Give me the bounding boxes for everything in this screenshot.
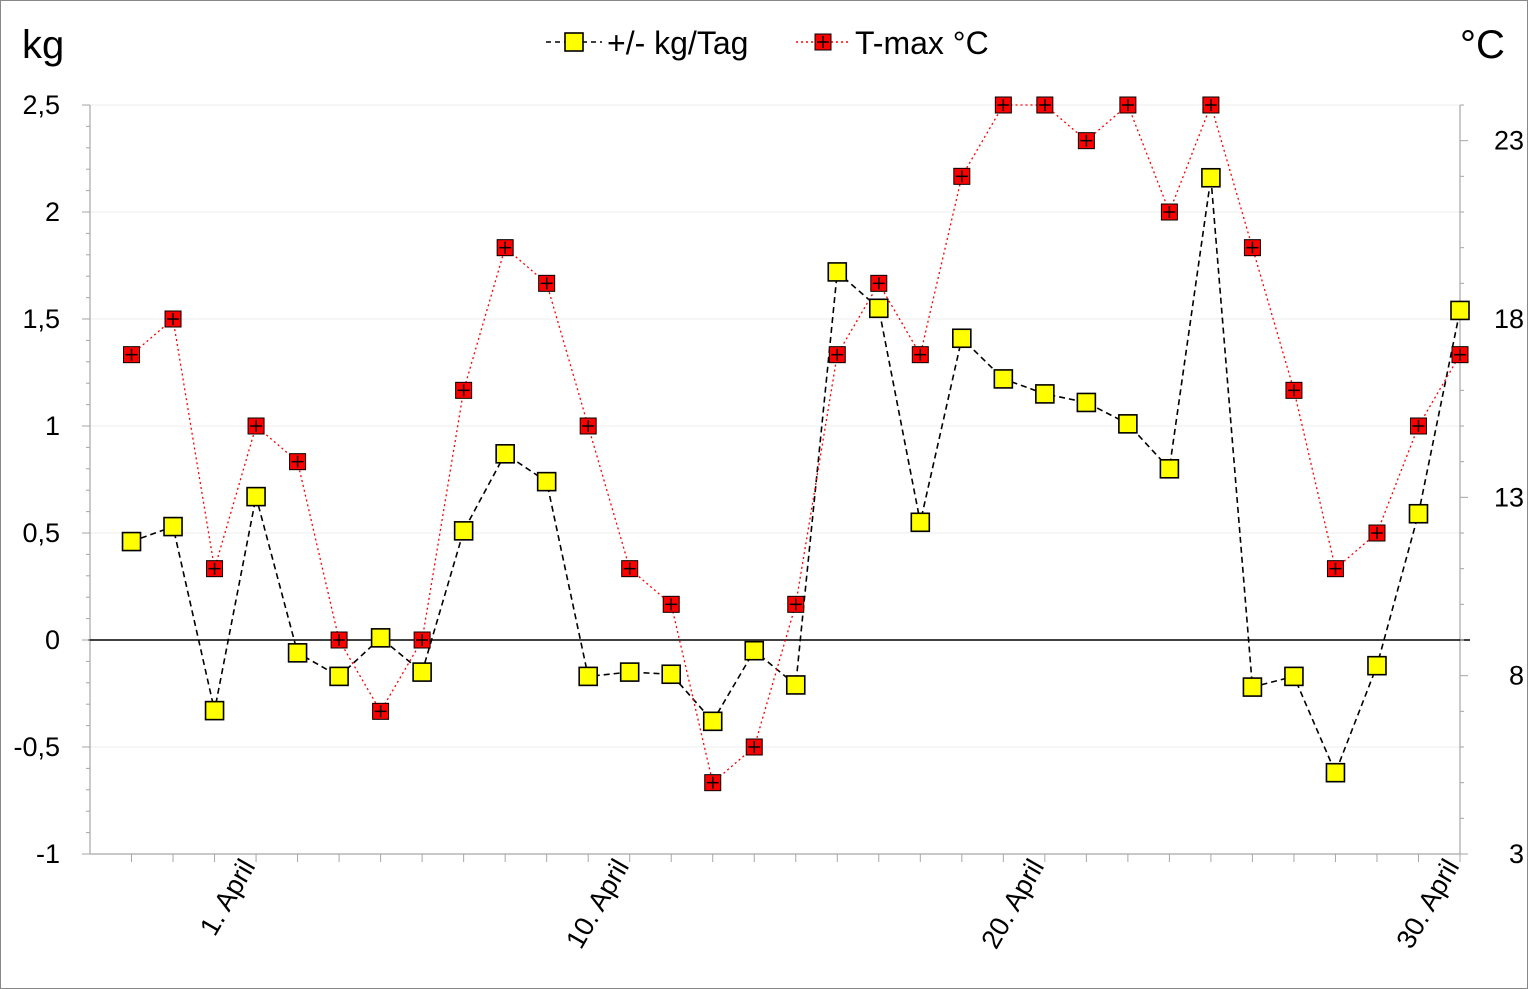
legend-kg-label: +/- kg/Tag	[607, 25, 748, 61]
temp-point	[1243, 239, 1261, 257]
temp-point	[247, 417, 265, 435]
series-temp-line	[131, 102, 1461, 784]
temp-point	[330, 631, 348, 649]
left-tick-label: -0,5	[13, 732, 60, 762]
left-tick-label: 0	[45, 625, 60, 655]
temp-point	[123, 346, 141, 364]
temp-point	[994, 96, 1012, 114]
left-tick-label: 2,5	[22, 90, 60, 120]
temp-point	[870, 274, 888, 292]
left-tick-label: 1	[45, 411, 60, 441]
kg-point	[1201, 167, 1221, 188]
right-tick-label: 23	[1494, 126, 1524, 156]
right-tick-label: 18	[1494, 304, 1524, 334]
left-tick-label: 0,5	[22, 518, 60, 548]
series-layer	[121, 96, 1470, 792]
temp-point	[289, 453, 307, 471]
temp-point	[538, 274, 556, 292]
kg-point	[702, 711, 723, 732]
x-tick-label: 1. April	[194, 854, 261, 940]
temp-point	[1036, 96, 1054, 114]
kg-point	[827, 262, 848, 282]
kg-point	[785, 675, 806, 695]
legend-temp-label: T-max °C	[855, 25, 989, 61]
kg-point	[121, 531, 142, 552]
kg-point	[1284, 666, 1304, 687]
kg-point	[910, 512, 931, 533]
kg-point	[1367, 655, 1387, 676]
temp-point	[662, 595, 680, 613]
kg-point	[1450, 300, 1470, 321]
kg-point	[329, 666, 349, 687]
temp-point	[745, 738, 763, 756]
left-tick-label: -1	[36, 839, 60, 869]
kg-point	[744, 640, 765, 661]
left-tick-label: 2	[45, 197, 60, 227]
left-axis-unit: kg	[22, 23, 64, 67]
kg-point	[163, 516, 183, 537]
temp-point	[206, 560, 224, 578]
kg-point	[1035, 384, 1055, 404]
x-tick-label: 20. April	[975, 854, 1050, 953]
kg-point	[1408, 503, 1429, 524]
temp-point	[704, 774, 722, 792]
kg-point	[1325, 762, 1346, 783]
kg-point	[868, 298, 889, 319]
kg-point	[1076, 392, 1097, 413]
kg-point	[1118, 414, 1138, 434]
x-tick-label: 10. April	[560, 854, 635, 953]
legend: +/- kg/Tag T-max °C	[546, 25, 989, 61]
temp-point	[455, 381, 473, 399]
temp-point	[787, 595, 805, 613]
kg-point	[993, 369, 1014, 389]
right-tick-label: 3	[1509, 839, 1524, 869]
temp-point	[1368, 524, 1386, 542]
kg-point	[412, 662, 432, 682]
temp-point	[1160, 203, 1178, 221]
kg-point	[661, 664, 682, 685]
legend-kg-marker	[564, 32, 584, 52]
kg-point	[246, 486, 266, 507]
temp-point	[1077, 132, 1095, 150]
temp-point	[1451, 346, 1469, 364]
temp-point	[1285, 381, 1303, 399]
temp-point	[496, 239, 514, 257]
temp-point	[953, 167, 971, 185]
kg-point	[370, 628, 391, 648]
kg-point	[578, 666, 598, 687]
temp-point	[372, 702, 390, 720]
kg-point	[287, 643, 308, 663]
temp-point	[164, 310, 182, 328]
temp-point	[1119, 96, 1137, 114]
gridlines	[90, 104, 1460, 855]
x-tick-label: 30. April	[1390, 854, 1465, 953]
left-tick-label: 1,5	[22, 304, 60, 334]
kg-point	[536, 471, 557, 492]
temp-point	[828, 346, 846, 364]
kg-point	[453, 521, 474, 541]
kg-point	[1242, 677, 1263, 697]
series-kg-line	[131, 177, 1461, 775]
temp-point	[911, 346, 929, 364]
right-tick-label: 13	[1494, 482, 1524, 512]
right-axis-unit: °C	[1460, 23, 1505, 67]
temp-point	[621, 560, 639, 578]
kg-point	[952, 328, 972, 349]
temp-point	[1202, 96, 1220, 114]
kg-point	[495, 444, 515, 464]
kg-point	[1159, 458, 1180, 479]
temp-point	[1326, 560, 1344, 578]
temp-point	[1409, 417, 1427, 435]
right-tick-label: 8	[1509, 661, 1524, 691]
temp-point	[413, 631, 431, 649]
temp-point	[579, 417, 597, 435]
kg-point	[204, 700, 225, 721]
axes: -1 -0,5 0 0,5 1 1,5 2 2,5 3 8 13 18 23 1. April 10. Ap…	[13, 90, 1524, 953]
kg-point	[619, 662, 640, 682]
